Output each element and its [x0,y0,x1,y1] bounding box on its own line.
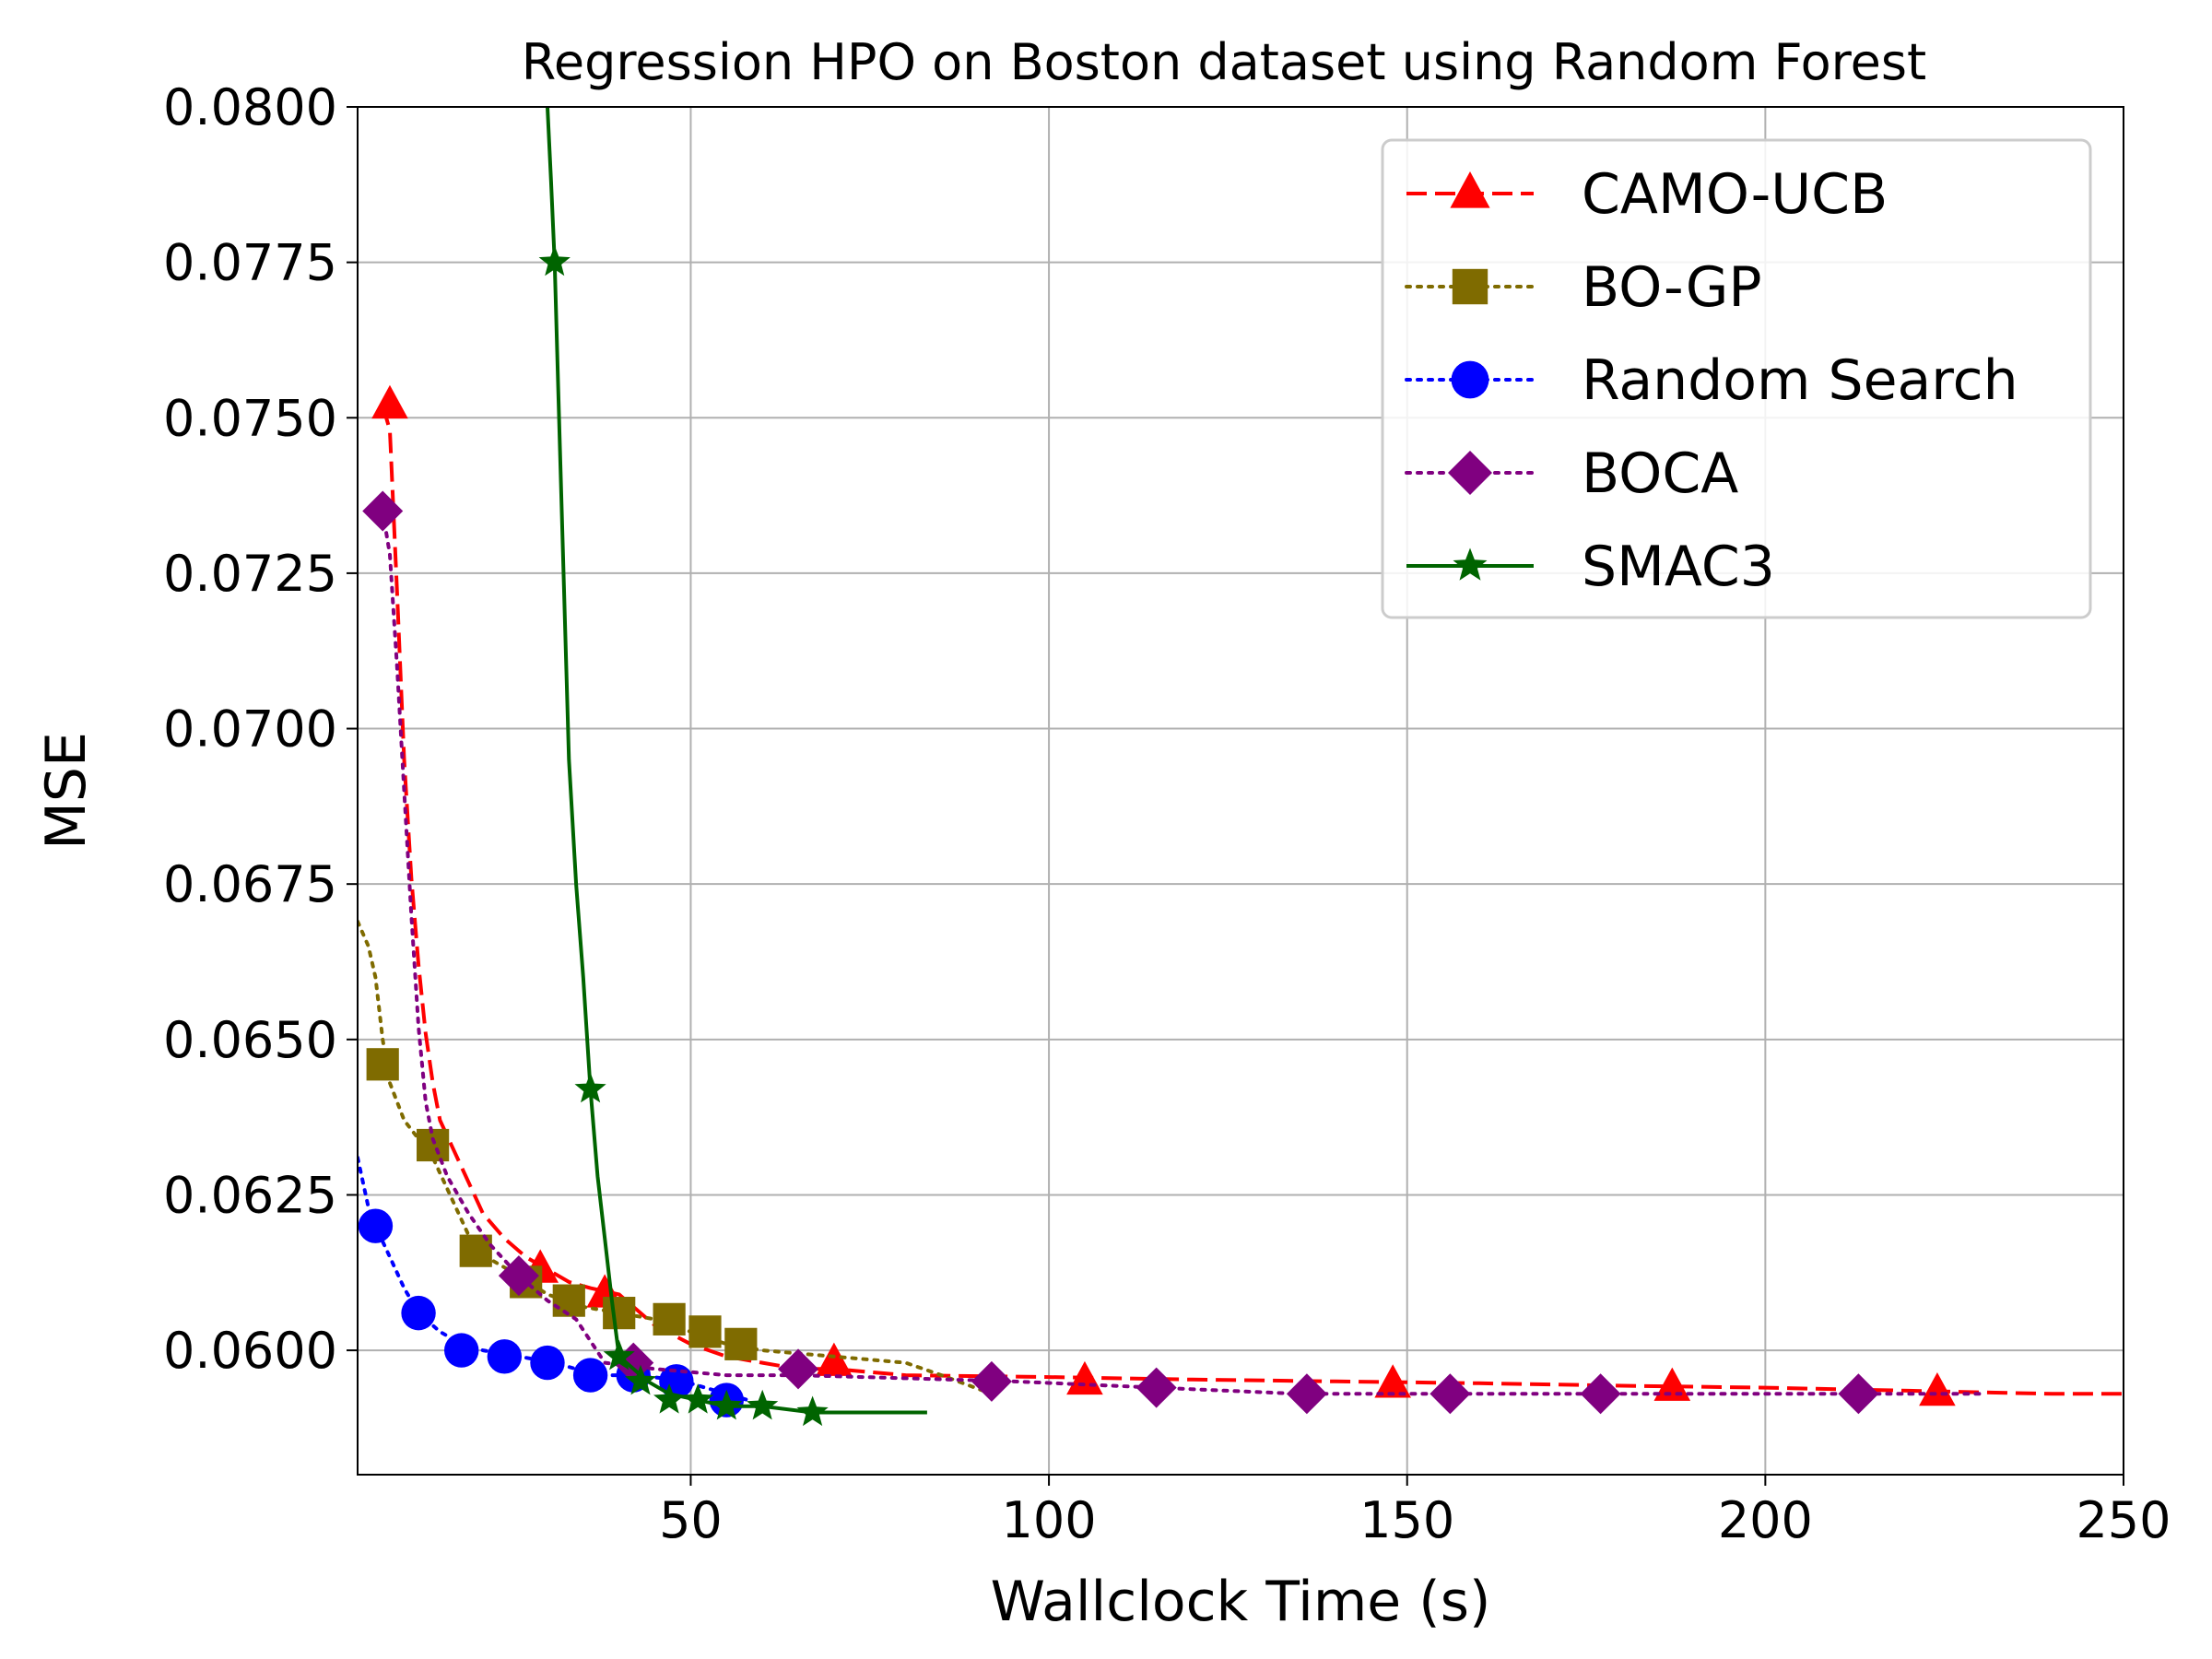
data-point-smac3 [538,245,571,276]
data-point-bo-gp [653,1302,686,1335]
y-tick-label: 0.0775 [163,234,337,292]
legend-label-smac3: SMAC3 [1582,535,1775,599]
legend-label-random-search: Random Search [1582,348,2018,413]
data-point-boca [971,1360,1012,1402]
legend-label-boca: BOCA [1582,441,1738,506]
data-point-bo-gp [417,1128,450,1162]
data-point-random-search [401,1295,436,1331]
legend-item-bo-gp: BO-GP [1405,255,1762,320]
data-point-camo-ucb [1653,1367,1691,1401]
x-axis: 50 100 150 200 250 [659,1475,2171,1549]
legend-marker-boca [1448,451,1492,495]
y-axis: 0.0600 0.0625 0.0650 0.0675 0.0700 0.0725 0.07… [163,78,358,1380]
data-point-bo-gp [552,1284,585,1317]
x-tick-label: 100 [1002,1491,1097,1549]
data-point-boca [1430,1373,1471,1415]
x-tick-label: 200 [1718,1491,1813,1549]
data-point-random-search [358,1208,394,1243]
legend-item-boca: BOCA [1405,441,1738,506]
series-line-boca [381,509,1983,1396]
legend-item-smac3: SMAC3 [1406,535,1775,599]
series-layer [358,107,2124,1427]
y-tick-label: 0.0675 [163,855,337,913]
data-point-camo-ucb [371,384,408,419]
y-tick-label: 0.0700 [163,700,337,759]
legend-item-random-search: Random Search [1405,348,2018,413]
legend-label-camo-ucb: CAMO-UCB [1582,162,1888,227]
y-tick-label: 0.0600 [163,1322,337,1380]
legend-marker-camo-ucb [1450,171,1490,208]
legend-box [1381,138,2092,619]
data-point-bo-gp [688,1315,722,1348]
legend-marker-smac3 [1453,547,1488,581]
x-tick-label: 50 [659,1491,723,1549]
data-point-boca [1580,1373,1621,1415]
plot-frame [357,106,2124,1476]
data-point-random-search [444,1333,479,1368]
data-point-boca [1838,1373,1879,1415]
data-point-boca [1286,1373,1327,1415]
data-point-smac3 [711,1389,743,1420]
y-tick-label: 0.0800 [163,78,337,136]
chart-title: Regression HPO on Boston dataset using R… [522,33,1926,91]
series-smac3 [538,107,927,1427]
data-point-random-search [530,1345,565,1381]
data-point-bo-gp [366,1048,399,1081]
data-point-smac3 [653,1383,686,1414]
data-point-boca [362,490,404,532]
series-boca [362,490,1983,1415]
data-point-smac3 [747,1389,779,1420]
data-point-smac3 [682,1383,714,1414]
legend-items: CAMO-UCB BO-GP Random Search BOCA SMAC3 [1405,162,2018,599]
y-tick-label: 0.0725 [163,545,337,603]
y-axis-label: MSE [34,732,99,850]
data-point-bo-gp [603,1297,636,1330]
data-point-boca [1135,1367,1177,1408]
series-line-smac3 [546,107,927,1415]
legend-item-camo-ucb: CAMO-UCB [1406,162,1888,227]
data-point-random-search [487,1339,523,1374]
data-point-boca [778,1348,819,1390]
legend-marker-random-search [1451,360,1489,399]
data-point-smac3 [574,1072,606,1103]
y-tick-label: 0.0750 [163,389,337,447]
y-tick-label: 0.0625 [163,1166,337,1224]
data-point-boca [498,1255,539,1297]
data-point-random-search [572,1358,608,1393]
y-tick-label: 0.0650 [163,1011,337,1069]
data-point-camo-ucb [1066,1360,1103,1395]
data-point-camo-ucb [816,1342,853,1376]
series-line-camo-ucb [381,405,2124,1396]
data-point-smac3 [624,1364,657,1395]
data-point-camo-ucb [1919,1371,1956,1406]
series-bo-gp [358,919,994,1396]
data-point-smac3 [603,1339,635,1371]
data-point-camo-ucb [1374,1364,1411,1398]
x-tick-label: 250 [2076,1491,2171,1549]
data-point-smac3 [796,1395,829,1427]
x-tick-label: 150 [1359,1491,1454,1549]
legend: CAMO-UCB BO-GP Random Search BOCA SMAC3 [1381,138,2092,619]
legend-marker-bo-gp [1452,268,1488,305]
x-axis-label: Wallclock Time (s) [991,1570,1491,1634]
data-point-bo-gp [724,1327,758,1360]
legend-label-bo-gp: BO-GP [1582,255,1762,320]
